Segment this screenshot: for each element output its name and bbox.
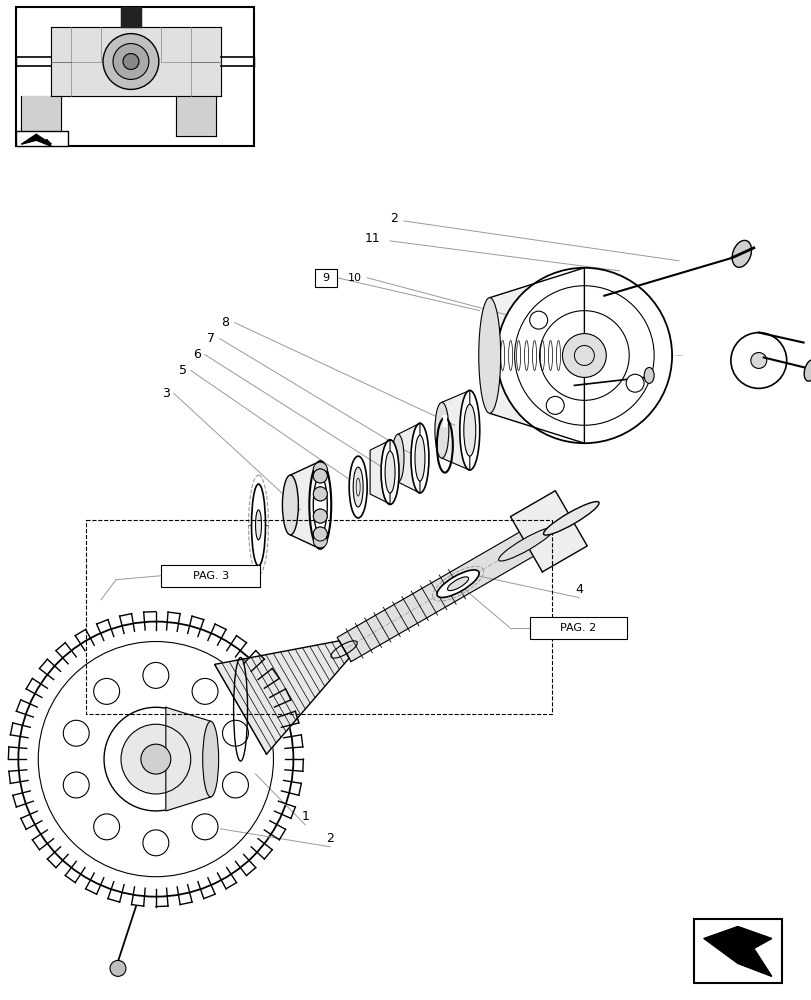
Circle shape <box>93 814 119 840</box>
Text: 2: 2 <box>389 212 397 225</box>
Polygon shape <box>510 491 586 572</box>
Bar <box>693 919 781 983</box>
Text: 8: 8 <box>221 316 230 329</box>
Bar <box>16 7 253 146</box>
Ellipse shape <box>459 390 479 470</box>
Polygon shape <box>51 27 221 96</box>
Text: 7: 7 <box>207 332 214 345</box>
Text: 6: 6 <box>192 348 200 361</box>
Bar <box>161 565 260 587</box>
Text: 5: 5 <box>178 364 187 377</box>
Text: 10: 10 <box>348 273 362 283</box>
Circle shape <box>313 527 327 541</box>
Circle shape <box>496 268 672 443</box>
Ellipse shape <box>203 721 218 797</box>
Ellipse shape <box>282 475 298 535</box>
Ellipse shape <box>463 404 475 456</box>
Ellipse shape <box>803 360 811 381</box>
Circle shape <box>313 509 327 523</box>
Ellipse shape <box>380 440 398 504</box>
Polygon shape <box>214 641 349 754</box>
Circle shape <box>313 469 327 483</box>
Text: PAG. 3: PAG. 3 <box>192 571 229 581</box>
Ellipse shape <box>543 502 599 535</box>
Circle shape <box>529 311 547 329</box>
Ellipse shape <box>435 402 448 458</box>
Circle shape <box>313 462 327 476</box>
Ellipse shape <box>392 434 404 482</box>
Polygon shape <box>703 927 770 976</box>
Circle shape <box>143 662 169 688</box>
Ellipse shape <box>498 527 554 561</box>
Polygon shape <box>397 423 419 493</box>
Polygon shape <box>441 390 470 470</box>
Circle shape <box>19 622 293 897</box>
Circle shape <box>313 527 327 541</box>
Circle shape <box>562 334 606 377</box>
Circle shape <box>730 333 786 388</box>
Bar <box>16 131 68 146</box>
Ellipse shape <box>414 435 424 481</box>
Ellipse shape <box>309 461 331 549</box>
Circle shape <box>313 487 327 501</box>
Ellipse shape <box>255 510 261 540</box>
Polygon shape <box>165 707 210 811</box>
Polygon shape <box>370 440 389 504</box>
Polygon shape <box>337 518 557 662</box>
Ellipse shape <box>436 570 478 598</box>
Circle shape <box>63 772 89 798</box>
Polygon shape <box>21 96 61 136</box>
Circle shape <box>313 469 327 483</box>
Circle shape <box>63 720 89 746</box>
Circle shape <box>93 678 119 704</box>
Bar <box>529 617 626 639</box>
Circle shape <box>222 772 248 798</box>
Circle shape <box>313 487 327 501</box>
Text: PAG. 2: PAG. 2 <box>560 623 596 633</box>
Ellipse shape <box>410 423 428 493</box>
Circle shape <box>750 353 766 368</box>
Circle shape <box>109 960 126 976</box>
Ellipse shape <box>313 476 327 534</box>
Circle shape <box>192 678 217 704</box>
Ellipse shape <box>643 367 654 383</box>
Ellipse shape <box>349 456 367 518</box>
Bar <box>86 520 551 714</box>
Circle shape <box>141 744 170 774</box>
Text: 3: 3 <box>161 387 169 400</box>
Circle shape <box>192 814 217 840</box>
Circle shape <box>222 720 248 746</box>
Circle shape <box>546 396 564 414</box>
Polygon shape <box>175 96 216 136</box>
Circle shape <box>103 34 159 89</box>
Circle shape <box>104 707 208 811</box>
Polygon shape <box>489 268 584 443</box>
Circle shape <box>313 509 327 523</box>
Circle shape <box>122 54 139 69</box>
Ellipse shape <box>447 577 468 591</box>
Ellipse shape <box>478 298 500 413</box>
Bar <box>315 269 337 287</box>
Circle shape <box>143 830 169 856</box>
Circle shape <box>113 44 148 79</box>
Ellipse shape <box>353 467 363 507</box>
Text: 9: 9 <box>322 273 329 283</box>
Text: 2: 2 <box>326 832 334 845</box>
Polygon shape <box>21 134 51 146</box>
Circle shape <box>121 724 191 794</box>
Circle shape <box>313 534 327 548</box>
Circle shape <box>625 374 643 392</box>
Ellipse shape <box>384 451 394 493</box>
Text: 11: 11 <box>364 232 380 245</box>
Polygon shape <box>290 461 320 549</box>
Polygon shape <box>121 7 141 27</box>
Text: 1: 1 <box>301 810 309 823</box>
Ellipse shape <box>251 484 265 566</box>
Ellipse shape <box>732 240 751 267</box>
Text: 4: 4 <box>575 583 582 596</box>
